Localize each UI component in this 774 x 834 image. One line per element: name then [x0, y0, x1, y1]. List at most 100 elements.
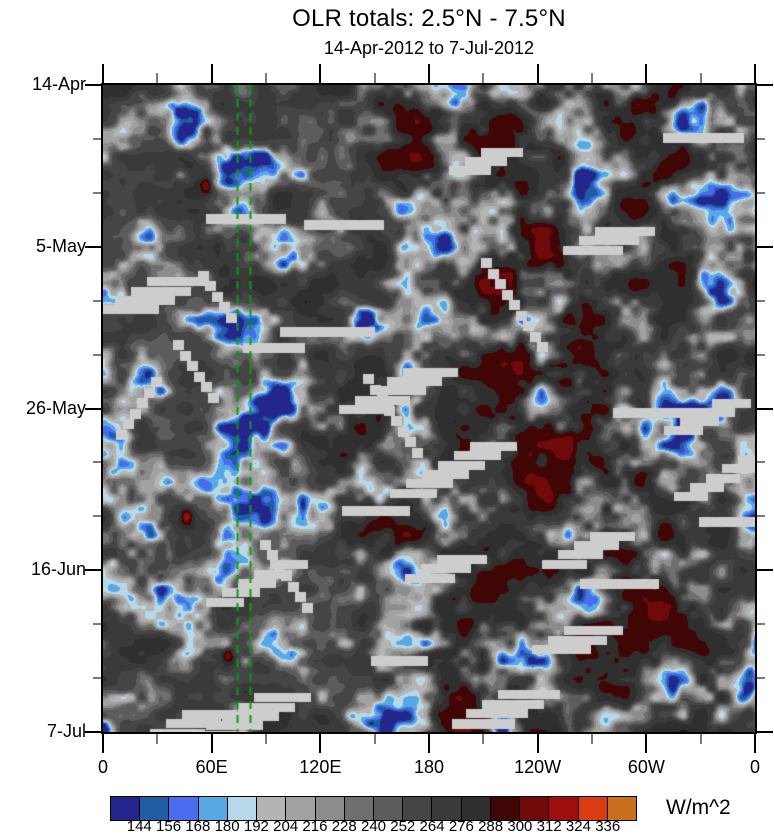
x-axis-major-tick-top [319, 64, 322, 83]
y-axis-minor-tick-right [757, 515, 765, 518]
colorbar [110, 796, 637, 821]
x-axis-minor-tick-top [265, 73, 267, 83]
colorbar-segment [372, 797, 403, 820]
y-axis-minor-tick-right [757, 623, 765, 626]
y-axis-major-tick [85, 84, 101, 86]
x-axis-major-tick [319, 734, 322, 753]
colorbar-segment [402, 797, 432, 820]
colorbar-segment [606, 797, 636, 820]
y-axis-minor-tick-right [757, 353, 765, 356]
y-axis-tick-label: 7-Jul [46, 721, 86, 741]
y-axis-major-tick-right [757, 569, 773, 572]
x-axis-tick-label: 180 [413, 757, 445, 777]
x-axis-minor-tick [265, 734, 267, 744]
x-axis-major-tick [536, 734, 539, 753]
x-axis-tick-label: 0 [749, 757, 760, 777]
y-axis-minor-tick-right [757, 137, 765, 140]
contour-field-canvas [103, 85, 755, 732]
colorbar-segment [431, 797, 461, 820]
y-axis-minor-tick-right [757, 191, 765, 194]
colorbar-tick-label: 144 [126, 818, 152, 834]
x-axis-minor-tick [373, 734, 376, 744]
x-axis-tick-label: 120E [299, 757, 342, 777]
x-axis-minor-tick-top [373, 73, 376, 83]
x-axis-tick-label: 0 [97, 757, 108, 777]
y-axis-tick-label: 14-Apr [31, 74, 86, 94]
y-axis-major-tick [85, 407, 101, 410]
y-axis-major-tick [85, 245, 101, 248]
colorbar-tick-label: 264 [419, 818, 445, 834]
x-axis-major-tick [428, 734, 430, 753]
y-axis-major-tick [85, 731, 101, 733]
colorbar-tick-label: 276 [448, 818, 474, 834]
x-axis-major-tick [754, 734, 756, 753]
chart-subtitle: 14-Apr-2012 to 7-Jul-2012 [323, 38, 535, 58]
x-axis-tick-label: 120W [514, 757, 562, 777]
colorbar-segment [197, 797, 227, 820]
colorbar-tick-label: 216 [302, 818, 328, 834]
x-axis-tick-label: 60E [195, 757, 228, 777]
x-axis-major-tick-top [428, 64, 430, 83]
x-axis-major-tick-top [645, 64, 648, 83]
y-axis-major-tick-right [757, 731, 773, 733]
y-axis-major-tick [85, 569, 101, 572]
x-axis-major-tick-top [536, 64, 539, 83]
colorbar-segment [343, 797, 373, 820]
x-axis-minor-tick-top [482, 73, 485, 83]
colorbar-tick-label: 228 [331, 818, 357, 834]
colorbar-segment [577, 797, 607, 820]
x-axis-minor-tick-top [156, 73, 159, 83]
colorbar-tick-label: 192 [243, 818, 269, 834]
x-axis-tick-label: 60W [627, 757, 665, 777]
y-axis-tick-label: 5-May [35, 235, 86, 256]
colorbar-segment [111, 797, 140, 820]
colorbar-segment [489, 797, 520, 820]
y-axis-major-tick-right [757, 245, 773, 248]
x-axis-major-tick [645, 734, 648, 753]
colorbar-segment [226, 797, 257, 820]
y-axis-minor-tick-right [757, 461, 765, 464]
y-axis-minor-tick [93, 191, 101, 194]
x-axis-minor-tick-top [699, 73, 702, 83]
x-axis-major-tick [210, 734, 213, 753]
colorbar-segment [519, 797, 549, 820]
y-axis-tick-label: 26-May [25, 397, 86, 418]
y-axis-minor-tick-right [757, 299, 765, 302]
colorbar-segment [168, 797, 198, 820]
y-axis-minor-tick [93, 623, 101, 626]
x-axis-major-tick-top [210, 64, 213, 83]
colorbar-tick-label: 204 [273, 818, 299, 834]
y-axis-minor-tick [93, 677, 101, 680]
y-axis-minor-tick-right [757, 677, 765, 680]
y-axis-major-tick-right [757, 84, 773, 86]
x-axis-minor-tick [156, 734, 159, 744]
colorbar-tick-label: 156 [156, 818, 182, 834]
x-axis-minor-tick-top [591, 73, 593, 83]
colorbar-tick-label: 324 [565, 818, 591, 834]
colorbar-units-label: W/m^2 [666, 796, 731, 819]
x-axis-major-tick-top [102, 64, 104, 83]
y-axis-minor-tick [93, 353, 101, 356]
x-axis-minor-tick [482, 734, 485, 744]
x-axis-minor-tick [699, 734, 702, 744]
colorbar-tick-label: 312 [536, 818, 562, 834]
colorbar-segment [314, 797, 344, 820]
x-axis-minor-tick [591, 734, 593, 744]
colorbar-tick-label: 300 [507, 818, 533, 834]
y-axis-minor-tick [93, 515, 101, 518]
x-axis-major-tick [102, 734, 104, 753]
y-axis-minor-tick [93, 461, 101, 464]
colorbar-tick-label: 336 [595, 818, 621, 834]
colorbar-tick-label: 168 [185, 818, 211, 834]
colorbar-segment [548, 797, 578, 820]
colorbar-tick-label: 180 [214, 818, 240, 834]
y-axis-tick-label: 16-Jun [30, 559, 86, 580]
colorbar-segment [460, 797, 490, 820]
colorbar-segment [285, 797, 315, 820]
colorbar-tick-label: 252 [390, 818, 416, 834]
colorbar-tick-label: 240 [360, 818, 387, 834]
y-axis-minor-tick [93, 137, 101, 140]
y-axis-minor-tick [93, 299, 101, 302]
colorbar-segment [139, 797, 169, 820]
